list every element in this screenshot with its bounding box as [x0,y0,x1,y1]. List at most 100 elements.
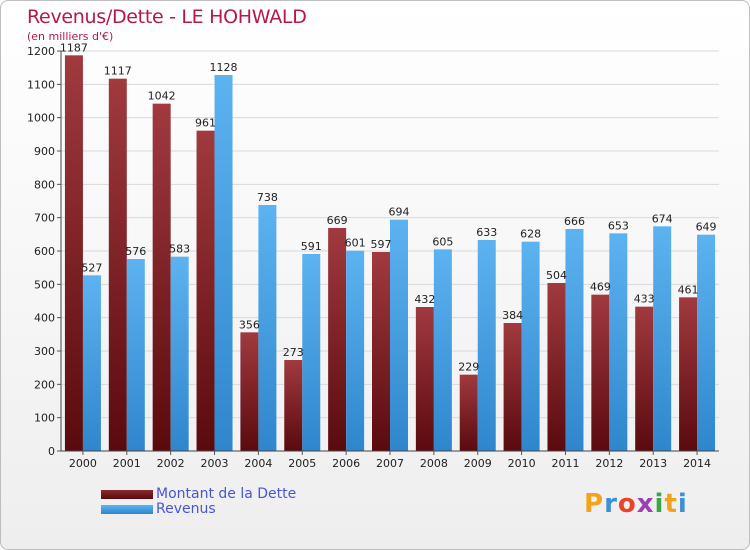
bar-revenus [433,249,452,451]
logo-letter: o [617,489,637,519]
logo-letter: r [604,489,618,519]
data-label-debt: 469 [590,281,611,294]
data-label-revenus: 605 [432,235,453,248]
data-label-revenus: 591 [301,240,322,253]
bar-debt [372,252,390,451]
data-label-debt: 669 [327,214,348,227]
bar-debt [503,323,522,451]
bar-debt [152,103,171,452]
y-tick-label: 500 [34,278,55,291]
data-label-revenus: 674 [652,212,673,225]
data-label-debt: 384 [502,309,523,322]
x-tick-label: 2012 [595,457,623,470]
bar-revenus [653,226,672,451]
logo-letter: P [584,489,605,519]
data-label-revenus: 1128 [210,61,238,74]
bar-revenus [258,205,277,451]
chart-subtitle: (en milliers d'€) [27,30,114,43]
data-label-revenus: 601 [345,237,366,250]
x-tick-label: 2001 [113,457,141,470]
data-label-revenus: 649 [696,221,717,234]
bar-revenus [170,256,189,451]
bar-revenus [521,241,540,451]
data-label-debt: 504 [546,269,567,282]
bar-revenus [302,254,321,451]
proxiti-logo: Proxiti [584,489,688,519]
data-label-revenus: 633 [476,226,497,239]
y-tick-label: 100 [34,412,55,425]
bar-revenus [609,233,628,451]
x-tick-label: 2009 [464,457,492,470]
x-tick-label: 2014 [683,457,711,470]
data-label-revenus: 738 [257,191,278,204]
data-label-revenus: 527 [81,261,102,274]
bar-debt [328,228,347,451]
x-tick-label: 2006 [332,457,360,470]
bar-revenus [390,219,408,451]
bar-debt [591,294,610,451]
data-label-revenus: 653 [608,219,629,232]
x-tick-label: 2007 [376,457,404,470]
data-label-debt: 433 [634,293,655,306]
bar-debt [108,78,127,452]
data-label-debt: 356 [239,318,260,331]
x-tick-label: 2005 [288,457,316,470]
chart-title: Revenus/Dette - LE HOHWALD [27,6,307,28]
bar-revenus [565,229,584,451]
data-label-debt: 1187 [60,41,88,54]
legend-swatch-revenus [101,505,153,514]
y-tick-label: 900 [34,145,55,158]
data-label-debt: 1117 [104,65,132,78]
data-label-revenus: 628 [520,228,541,241]
data-label-debt: 273 [283,346,304,359]
bar-debt [196,130,215,451]
x-tick-label: 2000 [69,457,97,470]
bar-debt [64,55,83,451]
x-tick-label: 2008 [420,457,448,470]
y-tick-label: 200 [34,378,55,391]
bar-revenus [697,234,716,451]
legend-swatch-debt [101,490,153,499]
legend-label-revenus: Revenus [156,501,216,517]
data-label-debt: 461 [678,283,699,296]
bar-revenus [477,240,496,451]
y-tick-label: 400 [34,312,55,325]
y-tick-label: 700 [34,212,55,225]
x-tick-label: 2010 [508,457,536,470]
data-label-debt: 229 [458,361,479,374]
logo-letter: i [654,489,665,519]
logo-letter: i [677,489,688,519]
bar-debt [459,374,478,451]
legend-label-debt: Montant de la Dette [156,486,297,502]
bar-debt [635,306,654,451]
data-label-debt: 961 [195,117,216,130]
x-tick-label: 2003 [201,457,229,470]
bar-revenus [346,250,365,451]
x-tick-label: 2013 [639,457,667,470]
data-label-debt: 1042 [148,90,176,103]
logo-letter: x [636,489,655,519]
bar-revenus [126,259,145,451]
bar-debt [679,297,698,451]
data-label-revenus: 576 [125,245,146,258]
bar-debt [415,307,434,451]
y-tick-label: 300 [34,345,55,358]
data-label-debt: 597 [371,238,392,251]
data-label-revenus: 583 [169,243,190,256]
y-tick-label: 1100 [27,78,55,91]
bar-revenus [82,275,101,451]
y-tick-label: 600 [34,245,55,258]
bar-debt [240,332,259,451]
bar-debt [547,283,566,451]
bar-revenus [214,75,233,451]
x-tick-label: 2002 [157,457,185,470]
x-tick-label: 2004 [244,457,272,470]
data-label-revenus: 694 [389,206,410,219]
data-label-revenus: 666 [564,215,585,228]
y-tick-label: 1200 [27,45,55,58]
bar-debt [284,360,303,451]
y-tick-label: 800 [34,178,55,191]
logo-letter: t [664,489,678,519]
